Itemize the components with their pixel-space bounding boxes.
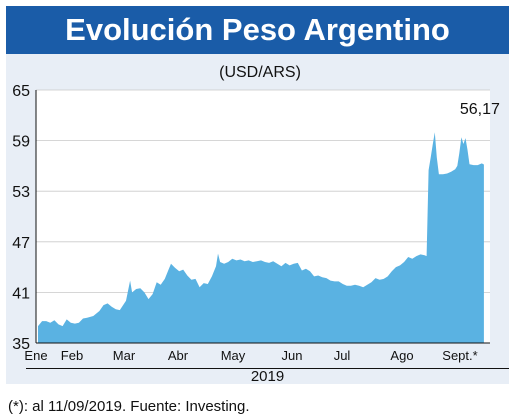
y-tick-label: 59 bbox=[12, 134, 30, 151]
x-tick-label: Ago bbox=[390, 348, 413, 363]
x-tick-label: Sept.* bbox=[442, 348, 477, 363]
footnote: (*): al 11/09/2019. Fuente: Investing. bbox=[8, 398, 250, 415]
x-tick-label: Jul bbox=[334, 348, 351, 363]
year-bar: 2019 bbox=[26, 368, 509, 385]
y-tick-label: 53 bbox=[12, 184, 30, 201]
x-tick-label: Ene bbox=[24, 348, 47, 363]
y-tick-label: 41 bbox=[12, 285, 30, 302]
x-tick-label: May bbox=[221, 348, 246, 363]
x-tick-label: Mar bbox=[113, 348, 136, 363]
year-label: 2019 bbox=[250, 368, 285, 385]
y-tick-label: 65 bbox=[12, 83, 30, 100]
last-value-label: 56,17 bbox=[460, 101, 500, 118]
x-tick-label: Jun bbox=[282, 348, 303, 363]
y-tick-label: 47 bbox=[12, 235, 30, 252]
chart-subtitle: (USD/ARS) bbox=[219, 64, 301, 81]
x-tick-label: Abr bbox=[168, 348, 189, 363]
y-tick-label: 35 bbox=[12, 336, 30, 353]
series-area bbox=[38, 132, 484, 343]
chart-title: Evolución Peso Argentino bbox=[6, 6, 509, 54]
x-tick-label: Feb bbox=[61, 348, 83, 363]
